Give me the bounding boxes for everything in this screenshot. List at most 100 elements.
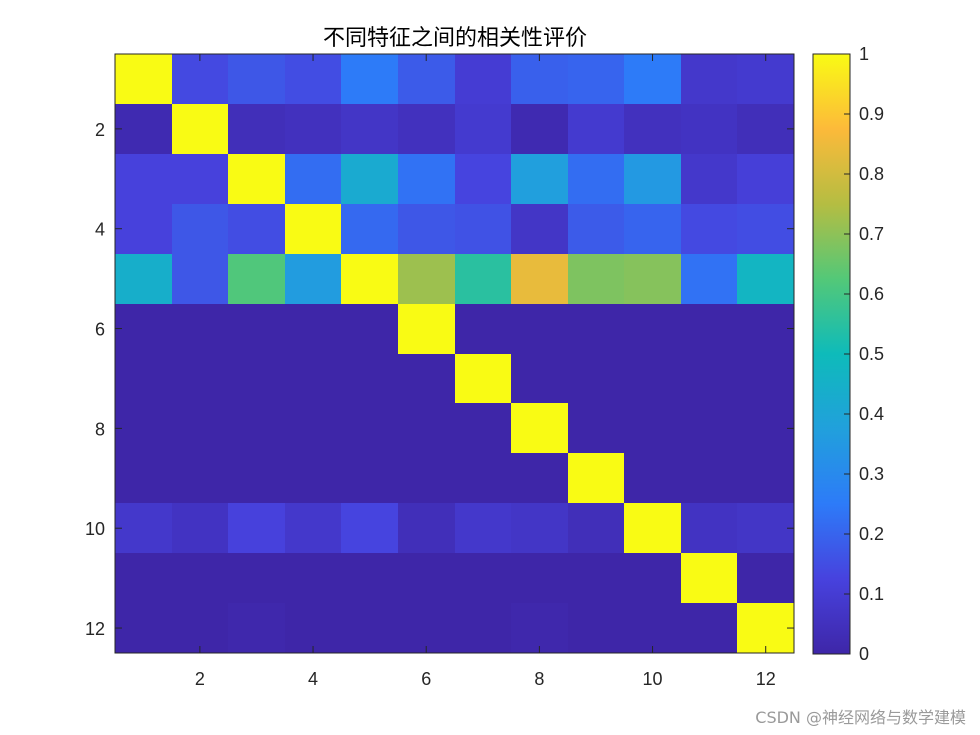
heatmap-cell xyxy=(341,104,398,154)
heatmap-cell xyxy=(341,503,398,553)
heatmap-cell xyxy=(681,104,737,154)
heatmap-cell xyxy=(624,453,681,503)
heatmap-cell xyxy=(568,354,624,403)
heatmap-cell xyxy=(341,603,398,653)
heatmap-cell xyxy=(568,204,624,254)
colorbar-gradient xyxy=(813,54,850,654)
heatmap-cell xyxy=(341,54,398,104)
heatmap-cell xyxy=(285,304,341,354)
y-tick-label: 4 xyxy=(95,220,105,240)
heatmap-cell xyxy=(398,453,455,503)
heatmap-cell xyxy=(172,104,228,154)
heatmap-cell xyxy=(681,354,737,403)
heatmap-cell xyxy=(511,254,568,304)
heatmap-cell xyxy=(115,354,172,403)
heatmap-cell xyxy=(455,54,511,104)
heatmap-cell xyxy=(737,403,794,453)
heatmap-cell xyxy=(737,603,794,653)
heatmap-cell xyxy=(624,54,681,104)
colorbar: 0 0.1 0.2 0.3 0.4 0.5 0.6 0.7 0.8 0.9 1 xyxy=(812,44,884,664)
x-tick-label: 6 xyxy=(421,669,431,689)
heatmap-cell xyxy=(341,354,398,403)
heatmap-cell xyxy=(455,354,511,403)
watermark: CSDN @神经网络与数学建模 xyxy=(755,708,966,727)
heatmap-cell xyxy=(568,603,624,653)
heatmap-cell xyxy=(285,254,341,304)
heatmap-cell xyxy=(172,403,228,453)
heatmap-cell xyxy=(172,354,228,403)
heatmap-cell xyxy=(341,254,398,304)
heatmap-cell xyxy=(115,304,172,354)
heatmap-cell xyxy=(172,603,228,653)
heatmap-cell xyxy=(285,403,341,453)
heatmap-cell xyxy=(737,553,794,603)
y-tick-label: 6 xyxy=(95,320,105,340)
y-tick-label: 8 xyxy=(95,419,105,439)
heatmap-cell xyxy=(115,603,172,653)
heatmap-cell xyxy=(115,553,172,603)
heatmap-cell xyxy=(624,354,681,403)
heatmap-cell xyxy=(737,304,794,354)
heatmap-cell xyxy=(398,553,455,603)
heatmap-cell xyxy=(624,603,681,653)
heatmap-cell xyxy=(115,503,172,553)
heatmap-cell xyxy=(624,104,681,154)
heatmap-cell xyxy=(624,553,681,603)
heatmap-cell xyxy=(228,403,285,453)
heatmap-cell xyxy=(511,304,568,354)
heatmap-cell xyxy=(398,304,455,354)
heatmap-cell xyxy=(737,204,794,254)
heatmap-cell xyxy=(115,104,172,154)
heatmap-cell xyxy=(455,603,511,653)
heatmap-cell xyxy=(228,553,285,603)
heatmap-cell xyxy=(568,254,624,304)
colorbar-ticks: 0 0.1 0.2 0.3 0.4 0.5 0.6 0.7 0.8 0.9 1 xyxy=(844,44,884,664)
colorbar-tick-label: 0.9 xyxy=(859,104,884,124)
heatmap-cell xyxy=(285,154,341,204)
heatmap-cell xyxy=(228,254,285,304)
y-tick-label: 2 xyxy=(95,120,105,140)
heatmap-cells xyxy=(115,54,794,653)
x-tick-label: 10 xyxy=(643,669,663,689)
x-axis: 2 4 6 8 10 12 xyxy=(195,54,776,689)
heatmap-cell xyxy=(511,503,568,553)
heatmap-cell xyxy=(681,304,737,354)
heatmap-cell xyxy=(568,503,624,553)
heatmap-cell xyxy=(285,54,341,104)
heatmap-cell xyxy=(681,54,737,104)
colorbar-tick-label: 0.6 xyxy=(859,284,884,304)
x-tick-label: 8 xyxy=(534,669,544,689)
heatmap-cell xyxy=(624,503,681,553)
colorbar-tick-label: 0.5 xyxy=(859,344,884,364)
heatmap-cell xyxy=(285,503,341,553)
heatmap-cell xyxy=(285,453,341,503)
heatmap-cell xyxy=(341,453,398,503)
heatmap-cell xyxy=(228,54,285,104)
heatmap-cell xyxy=(455,453,511,503)
heatmap-cell xyxy=(737,354,794,403)
heatmap-cell xyxy=(681,254,737,304)
heatmap-cell xyxy=(115,403,172,453)
heatmap-cell xyxy=(341,553,398,603)
heatmap-cell xyxy=(172,204,228,254)
y-tick-label: 10 xyxy=(85,519,105,539)
heatmap-cell xyxy=(624,403,681,453)
heatmap-cell xyxy=(115,254,172,304)
heatmap-cell xyxy=(624,254,681,304)
heatmap-cell xyxy=(681,503,737,553)
heatmap-cell xyxy=(398,204,455,254)
heatmap-cell xyxy=(737,154,794,204)
heatmap-cell xyxy=(681,204,737,254)
colorbar-tick-label: 0.3 xyxy=(859,464,884,484)
heatmap-cell xyxy=(172,254,228,304)
heatmap-cell xyxy=(455,254,511,304)
heatmap-cell xyxy=(341,154,398,204)
heatmap-cell xyxy=(398,104,455,154)
heatmap-cell xyxy=(398,354,455,403)
heatmap-cell xyxy=(172,453,228,503)
heatmap-cell xyxy=(172,304,228,354)
heatmap-cell xyxy=(228,204,285,254)
heatmap-cell xyxy=(285,104,341,154)
heatmap-cell xyxy=(228,304,285,354)
heatmap-cell xyxy=(568,453,624,503)
